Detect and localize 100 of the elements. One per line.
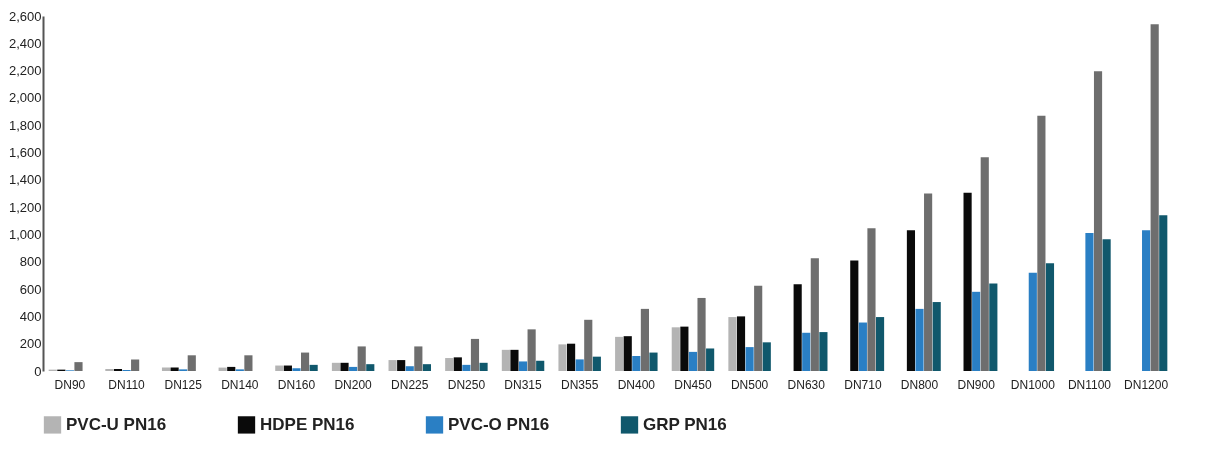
x-tick-label: DN355: [561, 377, 599, 392]
bar: [640, 308, 649, 371]
x-tick-label: DN800: [900, 377, 939, 392]
bar: [867, 228, 876, 371]
bar: [575, 359, 584, 371]
x-tick-label: DN160: [277, 377, 316, 392]
y-tick-label: 1,000: [8, 226, 42, 242]
bar: [915, 308, 924, 371]
bar: [414, 346, 423, 371]
bar: [567, 343, 576, 371]
bar: [470, 338, 480, 371]
x-tick-label: DN225: [391, 377, 429, 392]
bar: [536, 360, 545, 371]
bar: [74, 362, 83, 371]
bar: [292, 368, 301, 371]
x-tick-label: DN315: [504, 377, 543, 392]
bar: [453, 357, 462, 371]
bar: [227, 366, 236, 371]
x-tick-label: DN900: [957, 377, 996, 392]
bar: [632, 355, 641, 371]
bar: [850, 260, 859, 371]
x-tick-label: DN500: [730, 377, 769, 392]
y-tick-label: 2,400: [8, 35, 42, 51]
bar: [875, 317, 885, 371]
bar: [244, 355, 253, 371]
x-tick-label: DN90: [54, 377, 86, 392]
y-tick-label: 2,200: [8, 63, 42, 79]
bar: [754, 285, 763, 371]
y-tick-label: 0: [34, 363, 42, 379]
bar: [340, 362, 349, 371]
x-tick-label: DN630: [787, 377, 826, 392]
bar: [1045, 263, 1055, 371]
y-tick-label: 2,000: [8, 90, 42, 106]
bar: [1085, 233, 1094, 371]
bar: [357, 346, 366, 371]
y-tick-label: 600: [19, 281, 42, 297]
x-tick-label: DN1200: [1124, 377, 1169, 392]
bar: [388, 360, 397, 371]
bar: [1037, 115, 1046, 371]
bar: [980, 157, 989, 371]
bar: [932, 302, 941, 371]
legend-label: HDPE PN16: [260, 414, 355, 434]
bar: [349, 366, 358, 371]
bar: [858, 322, 867, 371]
bar: [510, 349, 519, 371]
bar: [105, 368, 114, 371]
x-tick-label: DN1000: [1010, 377, 1056, 392]
bar: [680, 326, 689, 371]
x-tick-label: DN110: [108, 377, 146, 392]
bar: [906, 230, 916, 371]
bar: [736, 316, 746, 371]
bar: [309, 364, 318, 371]
bar: [810, 258, 819, 371]
bar: [131, 359, 140, 371]
bar: [924, 193, 933, 371]
legend-label: PVC-U PN16: [66, 414, 167, 434]
bar: [745, 347, 754, 371]
bar: [331, 362, 341, 371]
bar: [1150, 24, 1159, 371]
bar: [405, 366, 414, 371]
y-tick-label: 1,400: [8, 172, 42, 188]
y-tick-label: 1,200: [8, 199, 42, 215]
bar: [972, 291, 981, 371]
x-tick-label: DN125: [164, 377, 203, 392]
bar: [793, 284, 802, 371]
bar: [397, 360, 406, 371]
bar: [1028, 272, 1037, 371]
x-tick-label: DN400: [617, 377, 656, 392]
bar: [422, 364, 431, 371]
y-tick-label: 800: [19, 254, 42, 270]
bar: [445, 358, 454, 371]
x-tick-label: DN710: [844, 377, 882, 392]
y-tick-label: 2,600: [8, 8, 42, 24]
bar: [963, 192, 972, 371]
x-tick-label: DN450: [674, 377, 712, 392]
x-tick-label: DN250: [447, 377, 486, 392]
bar: [989, 283, 998, 371]
x-tick-label: DN200: [334, 377, 373, 392]
bar: [558, 344, 567, 371]
y-tick-label: 400: [19, 308, 42, 324]
bar: [1142, 230, 1151, 371]
y-tick-label: 1,600: [8, 145, 42, 161]
bar: [584, 319, 593, 371]
bar: [1093, 71, 1103, 371]
bar: [762, 342, 771, 371]
bar: [649, 352, 658, 371]
bar: [819, 332, 828, 371]
legend-label: PVC-O PN16: [448, 414, 550, 434]
bar: [592, 356, 601, 371]
bar: [706, 348, 715, 371]
bar: [697, 297, 706, 371]
bar: [615, 336, 624, 371]
bar: [462, 364, 471, 371]
bar: [187, 355, 196, 371]
y-tick-label: 1,800: [8, 117, 42, 133]
bar: [1102, 239, 1111, 371]
x-tick-label: DN1100: [1067, 377, 1112, 392]
bar: [623, 336, 632, 371]
bar: [527, 329, 536, 371]
bar: [479, 362, 488, 371]
